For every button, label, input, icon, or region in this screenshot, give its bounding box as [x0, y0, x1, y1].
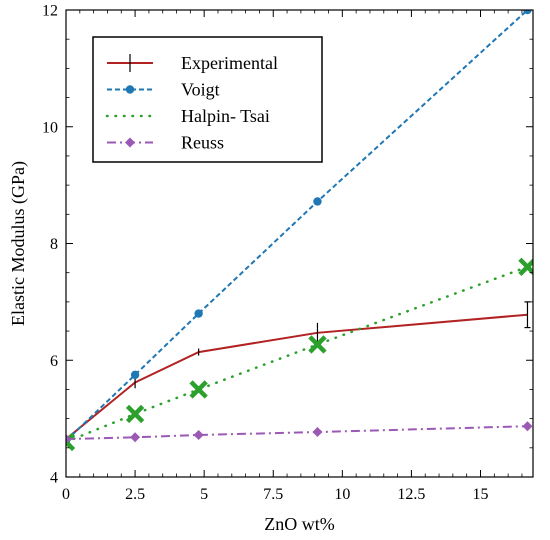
- legend-entry: Experimental: [107, 53, 278, 73]
- series-reuss: [66, 421, 533, 445]
- x-tick-label: 15: [472, 486, 488, 503]
- legend-marker: [125, 137, 135, 148]
- legend-marker: [125, 85, 135, 94]
- series-experimental: [66, 301, 531, 442]
- legend-label: Voigt: [181, 80, 220, 100]
- y-tick-label: 4: [50, 470, 58, 487]
- series-voigt: [66, 10, 532, 446]
- marker-stroke: [66, 438, 76, 452]
- x-tick-label: 0: [62, 486, 70, 503]
- marker-stroke: [189, 380, 208, 399]
- data-point: [130, 432, 141, 443]
- legend: Experimental Voigt Halpin- Tsai Reuss: [92, 36, 323, 163]
- data-point: [125, 404, 145, 424]
- data-point: [313, 197, 322, 206]
- data-point: [193, 429, 204, 440]
- data-point: [66, 434, 71, 445]
- series-layer: [66, 10, 533, 452]
- y-axis-title: Elastic Modulus (GPa): [8, 161, 29, 326]
- legend-label: Reuss: [181, 133, 224, 153]
- legend-label: Halpin- Tsai: [181, 106, 270, 126]
- y-tick-label: 12: [42, 3, 58, 20]
- data-point: [194, 309, 203, 318]
- series-line: [66, 10, 529, 442]
- legend-entry: Voigt: [107, 80, 220, 100]
- series-halpin-tsai: [66, 257, 533, 452]
- marker-stroke: [518, 258, 533, 277]
- x-tick-label: 7.5: [263, 486, 283, 503]
- data-point: [189, 380, 208, 399]
- legend-label: Experimental: [181, 53, 278, 73]
- y-tick-label: 6: [50, 353, 58, 370]
- legend-entry: Reuss: [107, 133, 224, 153]
- data-point: [130, 370, 140, 380]
- data-point: [523, 10, 532, 15]
- tick-layer: 0 2.5 5 7.5 10 12.5 15 4 6 8 10 12: [42, 3, 533, 503]
- x-tick-label: 10: [334, 486, 350, 503]
- data-point: [308, 335, 327, 354]
- x-tick-label: 5: [200, 486, 208, 503]
- x-axis-title: ZnO wt%: [264, 514, 335, 534]
- x-tick-label: 2.5: [125, 486, 145, 503]
- y-tick-label: 10: [42, 119, 58, 136]
- legend-entry: Halpin- Tsai: [105, 106, 270, 126]
- marker-stroke: [125, 404, 145, 424]
- error-bar: [524, 301, 531, 329]
- series-line: [66, 425, 528, 441]
- data-point: [522, 421, 533, 432]
- marker-stroke: [308, 335, 327, 354]
- data-point: [312, 427, 323, 438]
- data-point: [518, 257, 533, 277]
- y-tick-label: 8: [50, 236, 58, 253]
- x-tick-label: 12.5: [397, 486, 425, 503]
